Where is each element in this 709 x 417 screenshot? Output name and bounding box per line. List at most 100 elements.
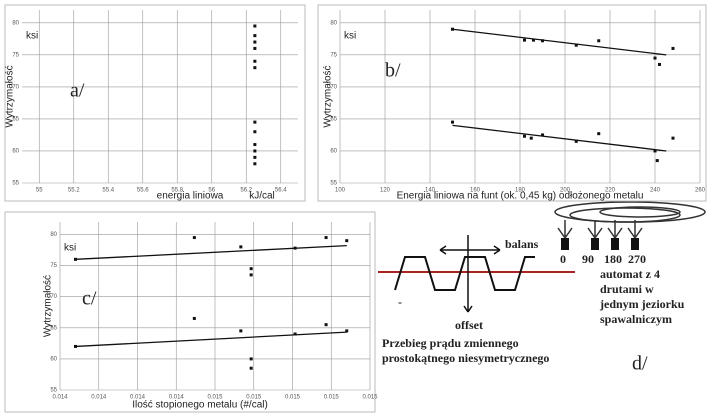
automat-text: spawalniczym	[600, 312, 672, 326]
y-axis-label: Wytrzymałość	[5, 65, 16, 127]
x-tick-label: 55.8	[171, 188, 183, 194]
x-tick-label: 55.6	[137, 188, 149, 194]
panel-label: b/	[385, 60, 401, 82]
x-tick-label: 56	[208, 188, 215, 194]
automat-text: drutami w	[600, 282, 654, 296]
data-point	[532, 38, 535, 42]
data-point	[253, 46, 257, 50]
data-point	[249, 357, 253, 361]
data-point	[249, 267, 253, 271]
wave-caption: Przebieg prądu zmiennego	[382, 336, 519, 350]
y-tick-label: 70	[330, 84, 337, 90]
panel-label: c/	[82, 288, 97, 310]
x-tick-label: 56.4	[275, 188, 287, 194]
data-point	[324, 323, 328, 327]
x-axis-label: energia liniowa	[157, 191, 224, 202]
x-tick-label: 0.015	[362, 395, 378, 401]
data-point	[655, 159, 659, 163]
automat-text: jednym jeziorku	[599, 297, 685, 311]
data-point	[253, 59, 257, 63]
data-point	[345, 329, 349, 333]
data-point	[324, 236, 328, 240]
angle-label: 0	[560, 252, 566, 266]
x-tick-label: 160	[470, 188, 481, 194]
angle-label: 90	[582, 252, 594, 266]
data-point	[541, 39, 544, 43]
x-tick-label: 0.014	[91, 395, 107, 401]
x-tick-label: 56.2	[240, 188, 252, 194]
wire-tips	[561, 238, 639, 250]
data-point	[253, 40, 257, 44]
y-tick-label: 55	[330, 181, 337, 187]
x-tick-label: 120	[380, 188, 391, 194]
trend-line	[75, 331, 347, 348]
x-tick-label: 55.4	[102, 188, 114, 194]
data-point	[451, 120, 454, 124]
x-tick-label: 260	[695, 188, 706, 194]
data-point	[671, 136, 675, 140]
data-point	[597, 132, 601, 136]
offset-label: offset	[455, 318, 483, 332]
y-tick-label: 75	[12, 52, 19, 58]
data-point	[523, 134, 526, 138]
y-tick-label: 65	[12, 117, 19, 123]
y-tick-label: 60	[12, 149, 19, 155]
data-point	[658, 62, 661, 66]
x-tick-label: 55.2	[68, 188, 80, 194]
y-tick-label: 55	[50, 388, 57, 394]
data-point	[523, 38, 526, 42]
y-tick-label: 70	[12, 84, 19, 90]
data-point	[574, 43, 578, 47]
x-tick-label: 0.014	[169, 395, 185, 401]
data-point	[653, 56, 657, 60]
y-axis-label: Wytrzymałość	[323, 65, 334, 127]
angle-label: 270	[628, 252, 646, 266]
data-point	[192, 236, 196, 240]
y-tick-label: 75	[50, 263, 57, 269]
panel-frame	[4, 4, 306, 202]
angle-label: 180	[604, 252, 622, 266]
data-point	[249, 366, 253, 370]
minus-sign: -	[398, 295, 402, 309]
y-axis-unit: ksi	[26, 31, 38, 42]
x-tick-label: 0.014	[52, 395, 68, 401]
data-point	[253, 143, 257, 147]
data-point	[345, 239, 349, 243]
panel-frame	[4, 211, 376, 413]
data-point	[529, 136, 533, 140]
balans-label: balans	[505, 237, 539, 251]
x-tick-label: 0.015	[207, 395, 223, 401]
x-tick-label: 220	[605, 188, 616, 194]
x-axis-label: Ilość stopionego metalu (#/cal)	[132, 400, 268, 411]
x-tick-label: 240	[650, 188, 661, 194]
data-point	[253, 149, 257, 153]
y-tick-label: 70	[50, 294, 57, 300]
data-point	[653, 149, 657, 153]
trend-line	[75, 244, 347, 260]
x-axis-label: Energia liniowa na funt (ok. 0,45 kg) od…	[397, 191, 644, 202]
x-tick-label: 0.015	[285, 395, 301, 401]
trend-line	[452, 124, 667, 152]
wave-caption: prostokątnego niesymetrycznego	[382, 351, 549, 365]
data-point	[239, 245, 243, 249]
data-point	[253, 66, 257, 70]
data-point	[541, 133, 544, 137]
panel-frame	[317, 4, 707, 202]
x-tick-label: 0.015	[324, 395, 340, 401]
data-point	[253, 34, 257, 38]
y-tick-label: 75	[330, 52, 337, 58]
x-tick-label: 0.015	[246, 395, 262, 401]
y-tick-label: 80	[330, 20, 337, 26]
y-tick-label: 55	[12, 181, 19, 187]
y-tick-label: 80	[12, 20, 19, 26]
data-point	[192, 316, 196, 320]
automat-text: automat z 4	[600, 267, 660, 281]
x-tick-label: 200	[560, 188, 571, 194]
data-point	[253, 130, 257, 134]
trend-line	[452, 28, 667, 56]
x-tick-label: 140	[425, 188, 436, 194]
x-tick-label: 55	[36, 188, 43, 194]
data-point	[239, 329, 243, 333]
y-tick-label: 65	[50, 325, 57, 331]
